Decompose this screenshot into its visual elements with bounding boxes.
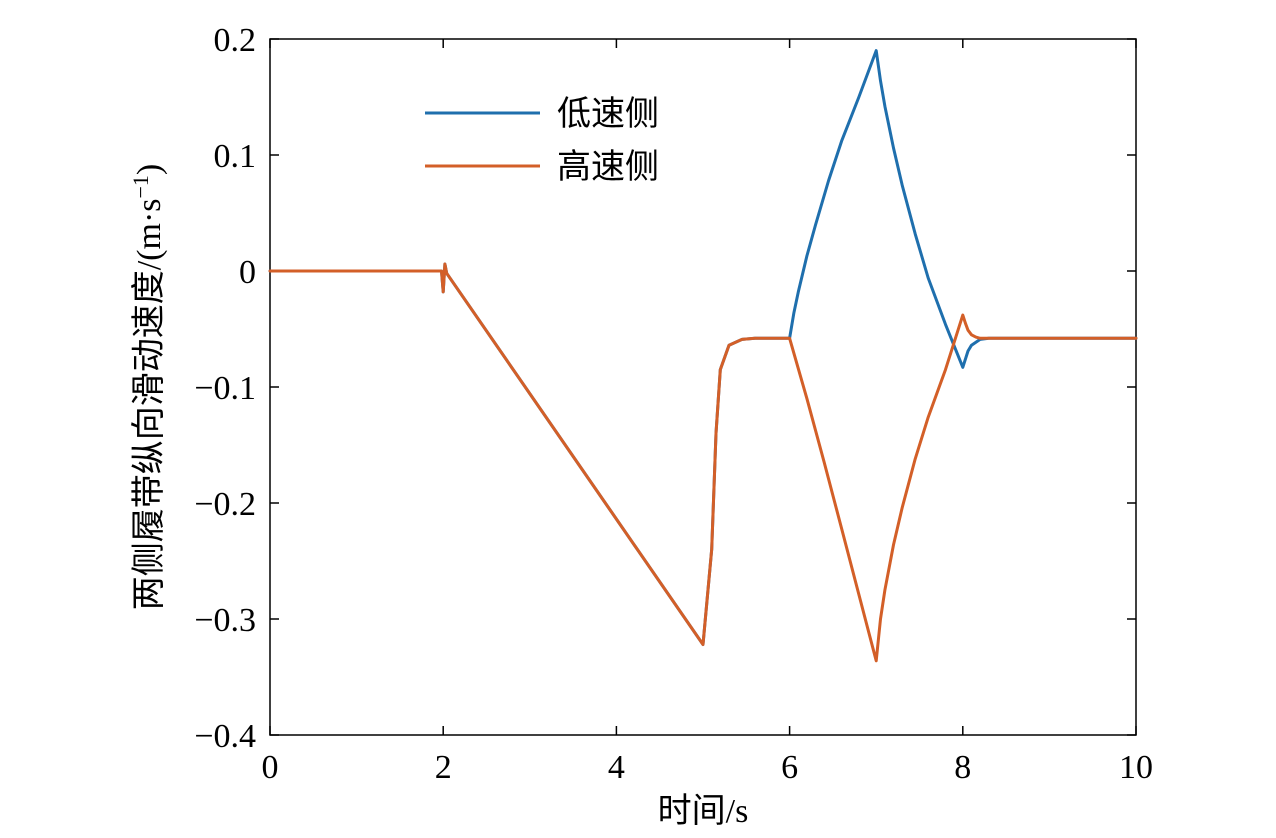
y-tick-label: −0.3 (194, 602, 256, 639)
legend-label-low-speed: 低速侧 (557, 95, 659, 133)
y-axis-label: 两侧履带纵向滑动速度/(m·s−1) (128, 164, 168, 611)
y-tick-label: −0.2 (194, 486, 256, 523)
axis-ticks: 0 2 4 6 8 10 0.2 0.1 0 −0.1 −0.2 −0.3 −0.4 (194, 22, 1153, 786)
series-line-high-speed (268, 262, 1138, 663)
y-tick-label: 0 (239, 254, 256, 291)
x-tick-label: 4 (608, 749, 625, 786)
series-layer (268, 49, 1138, 663)
x-tick-label: 2 (435, 749, 452, 786)
x-axis-label: 时间/s (658, 793, 749, 830)
x-tick-label: 10 (1119, 749, 1153, 786)
x-tick-label: 8 (954, 749, 971, 786)
series-line-low-speed (268, 49, 1138, 646)
y-tick-label: −0.4 (194, 718, 256, 755)
legend-label-high-speed: 高速侧 (557, 148, 659, 186)
y-tick-label: −0.1 (194, 370, 256, 407)
x-tick-label: 0 (262, 749, 279, 786)
y-axis-label-superscript: −1 (128, 175, 153, 198)
x-tick-label: 6 (781, 749, 798, 786)
y-tick-label: 0.2 (214, 22, 257, 59)
legend: 低速侧 高速侧 (425, 95, 659, 186)
y-tick-label: 0.1 (214, 138, 257, 175)
